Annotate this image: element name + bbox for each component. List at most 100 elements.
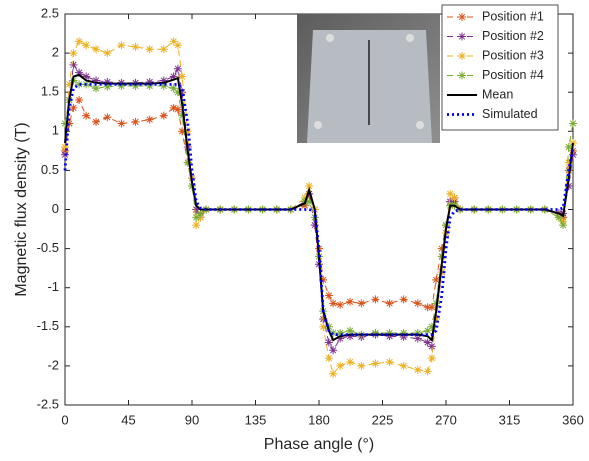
data-point	[173, 64, 182, 73]
y-tick-label: -0.5	[37, 240, 59, 255]
data-point	[173, 41, 182, 50]
data-point	[103, 49, 112, 58]
data-point	[427, 322, 436, 331]
x-tick-label: 0	[61, 412, 68, 427]
photo-bolt	[314, 121, 322, 129]
data-point	[192, 221, 201, 230]
data-point	[336, 361, 345, 370]
data-point	[69, 49, 78, 58]
x-tick-label: 180	[308, 412, 330, 427]
data-point	[357, 299, 366, 308]
photo-inset	[297, 14, 440, 143]
data-point	[413, 299, 422, 308]
data-point	[554, 213, 563, 222]
data-point	[131, 81, 140, 90]
y-tick-label: 0	[52, 201, 59, 216]
legend-label: Position #2	[482, 29, 544, 43]
data-point	[65, 119, 74, 128]
data-point	[173, 88, 182, 97]
y-tick-label: 1	[52, 123, 59, 138]
data-point	[183, 158, 192, 167]
data-point	[336, 300, 345, 309]
data-point	[371, 359, 380, 368]
photo-bolt	[326, 34, 334, 42]
data-point	[319, 275, 328, 284]
data-point	[427, 354, 436, 363]
y-tick-label: 2.5	[41, 5, 59, 20]
data-point	[324, 354, 333, 363]
data-point	[423, 367, 432, 376]
data-point	[319, 322, 328, 331]
x-tick-label: 225	[372, 412, 394, 427]
data-point	[336, 329, 345, 338]
data-point	[423, 326, 432, 335]
data-point	[169, 84, 178, 93]
plot-area: -2.5 -2 -1.5 -1 -0.5 0 0.5 1 1.5 2 2.5 0 45 90 135 180 2…	[13, 5, 584, 453]
data-point	[159, 111, 168, 120]
data-point	[310, 221, 319, 230]
data-point	[103, 78, 112, 87]
data-point	[117, 81, 126, 90]
photo-bolt	[406, 34, 414, 42]
legend-label: Position #1	[482, 9, 544, 23]
x-tick-label: 360	[562, 412, 584, 427]
y-tick-label: 1.5	[41, 84, 59, 99]
x-tick-label: 135	[245, 412, 267, 427]
data-point	[92, 84, 101, 93]
data-point	[423, 338, 432, 347]
data-point	[178, 72, 187, 81]
data-point	[399, 329, 408, 338]
data-point	[61, 142, 69, 151]
data-point	[559, 221, 568, 230]
data-point	[75, 68, 84, 77]
data-point	[357, 361, 366, 370]
data-point	[329, 299, 338, 308]
data-point	[145, 45, 154, 54]
data-point	[329, 369, 338, 378]
data-point	[173, 105, 182, 114]
legend: Position #1 Position #2 Position #3 Positio…	[441, 4, 559, 131]
data-point	[432, 275, 441, 284]
data-point	[192, 213, 201, 222]
data-point	[145, 81, 154, 90]
data-point	[413, 334, 422, 343]
data-point	[336, 334, 345, 343]
data-point	[69, 103, 78, 112]
data-point	[385, 299, 394, 308]
legend-marker	[458, 13, 466, 21]
data-point	[117, 41, 126, 50]
data-point	[305, 189, 314, 198]
y-tick-label: 0.5	[41, 162, 59, 177]
x-tick-label: 90	[185, 412, 199, 427]
data-point	[427, 303, 436, 312]
data-point	[117, 119, 126, 128]
data-point	[324, 322, 333, 331]
data-point	[399, 361, 408, 370]
data-point	[169, 103, 178, 112]
data-point	[159, 45, 168, 54]
x-tick-label: 315	[499, 412, 521, 427]
data-point	[329, 346, 338, 355]
data-point	[103, 82, 112, 91]
data-point	[427, 342, 436, 351]
data-point	[145, 115, 154, 124]
data-point	[159, 76, 168, 85]
y-tick-label: 2	[52, 45, 59, 60]
data-point	[61, 119, 69, 128]
legend-label: Position #4	[482, 68, 544, 82]
legend-marker	[458, 52, 466, 60]
data-point	[569, 119, 577, 128]
y-tick-label: -2	[47, 357, 59, 372]
data-point	[413, 329, 422, 338]
data-point	[346, 332, 355, 341]
data-point	[399, 295, 408, 304]
data-point	[446, 189, 455, 198]
data-point	[92, 117, 101, 126]
data-point	[324, 291, 333, 300]
data-point	[385, 357, 394, 366]
data-point	[75, 37, 84, 46]
data-point	[196, 209, 205, 218]
data-point	[92, 45, 101, 54]
data-point	[82, 111, 91, 120]
